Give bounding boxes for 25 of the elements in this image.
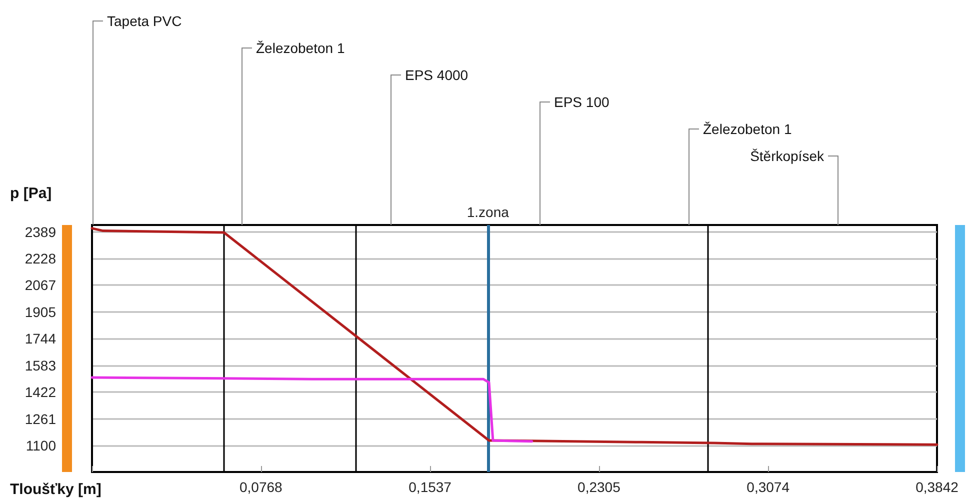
- line-series: [90, 376, 534, 443]
- y-tick-label: 2228: [24, 250, 56, 266]
- text: Tapeta PVC: [107, 13, 182, 29]
- x-axis-title: Tloušťky [m]: [10, 481, 102, 498]
- y-tick-label: 1744: [24, 330, 56, 347]
- ref-line-label: 1.zona: [466, 204, 510, 220]
- y-tick-label: 1905: [24, 304, 56, 320]
- text: Železobeton 1: [703, 121, 792, 137]
- text: EPS 4000: [405, 67, 468, 83]
- line-series: [90, 227, 938, 446]
- y-axis-title: p [Pa]: [10, 185, 52, 202]
- x-tick-label: 0,1537: [408, 479, 452, 495]
- y-tick-label: 2389: [24, 224, 56, 240]
- x-tick-label: 0,3074: [746, 479, 790, 495]
- y-tick-label: 1261: [24, 410, 56, 427]
- y-tick-label: 2067: [24, 277, 56, 294]
- x-tick-label: 0,3842: [916, 479, 959, 495]
- x-tick-label: 0,0768: [240, 479, 283, 495]
- x-tick-label: 0,2305: [578, 479, 621, 495]
- y-tick-label: 1422: [24, 384, 56, 400]
- y-tick-label: 1100: [26, 437, 56, 454]
- text: EPS 100: [554, 94, 610, 110]
- text: Železobeton 1: [256, 40, 345, 56]
- y-tick-label: 1583: [24, 357, 56, 374]
- text: Štěrkopísek: [750, 148, 825, 164]
